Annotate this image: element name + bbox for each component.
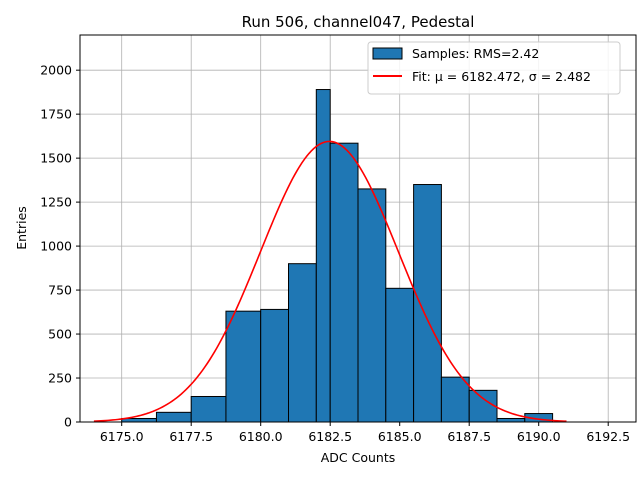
y-axis-ticks: 0 250 500 750 1000 1250 1500 1750 2000 [40,63,80,430]
chart-title: Run 506, channel047, Pedestal [242,13,475,31]
legend-frame [367,41,621,95]
x-tick-label: 6180.0 [239,429,283,444]
histogram-bar-4 [260,308,290,423]
histogram-bar-12 [468,389,498,423]
x-axis-label: ADC Counts [321,450,396,465]
x-tick-label: 6182.5 [308,429,352,444]
fit-curve [93,140,567,423]
histogram-bar-7 [329,142,359,423]
histogram-bar-8 [357,188,387,423]
histogram-bar-1 [155,411,192,423]
x-tick-label: 6175.0 [100,429,144,444]
x-tick-label: 6187.5 [447,429,491,444]
x-tick-label: 6185.0 [378,429,422,444]
x-axis-ticks: 6175.0 6177.5 6180.0 6182.5 6185.0 6187.5 6190… [100,422,630,444]
histogram-bar-11 [440,376,470,423]
legend-histogram-swatch [372,47,403,60]
y-tick-label: 750 [48,283,72,298]
histogram-bars [121,89,554,423]
histogram-bar-2 [190,395,227,423]
y-tick-label: 1500 [40,151,72,166]
y-tick-label: 1250 [40,195,72,210]
y-tick-label: 250 [48,371,72,386]
x-tick-label: 6190.0 [517,429,561,444]
histogram-bar-3 [225,310,262,423]
fit-curve-group [93,140,567,423]
histogram-bar-6 [315,89,331,423]
histogram-bar-10 [413,184,442,423]
histogram-bar-13 [496,417,526,423]
y-axis-label: Entries [14,206,29,250]
y-tick-label: 1000 [40,239,72,254]
legend: Samples: RMS=2.42 Fit: μ = 6182.472, σ =… [367,41,621,95]
plot-frame [79,34,637,423]
y-tick-label: 2000 [40,63,72,78]
legend-histogram-label: Samples: RMS=2.42 [412,46,539,61]
legend-fit-label: Fit: μ = 6182.472, σ = 2.482 [412,69,591,84]
y-tick-label: 1750 [40,107,72,122]
y-tick-label: 0 [64,415,72,430]
histogram-bar-5 [288,263,317,423]
y-tick-label: 500 [48,327,72,342]
x-tick-label: 6192.5 [586,429,630,444]
x-tick-label: 6177.5 [169,429,213,444]
histogram-bar-9 [385,287,415,423]
